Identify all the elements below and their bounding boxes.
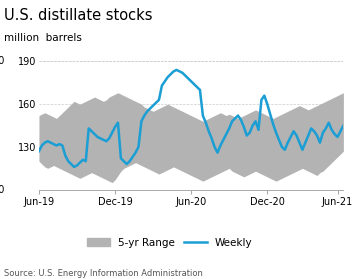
Text: 100: 100 — [0, 185, 5, 195]
Legend: 5-yr Range, Weekly: 5-yr Range, Weekly — [83, 234, 257, 252]
Text: Source: U.S. Energy Information Administration: Source: U.S. Energy Information Administ… — [4, 269, 202, 278]
Text: million  barrels: million barrels — [4, 33, 81, 44]
Text: U.S. distillate stocks: U.S. distillate stocks — [4, 8, 152, 23]
Text: 190: 190 — [0, 56, 5, 66]
